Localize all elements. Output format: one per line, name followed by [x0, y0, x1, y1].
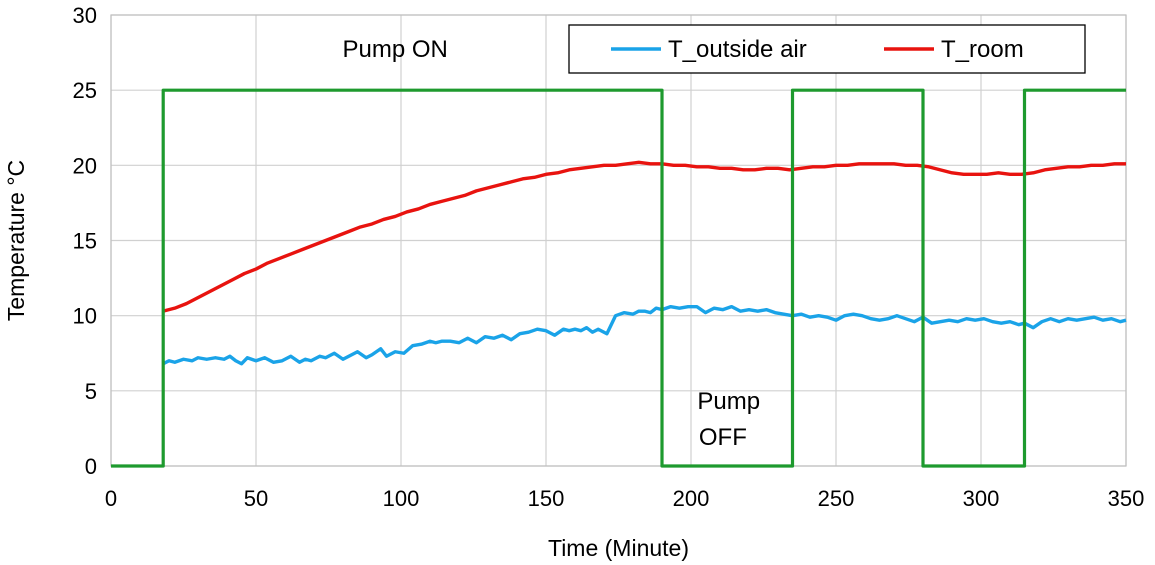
legend: T_outside air T_room: [568, 24, 1086, 74]
y-tick-label: 10: [73, 304, 97, 329]
annotation-label: Pump ON: [343, 36, 448, 63]
y-tick-label: 15: [73, 229, 97, 254]
x-tick-label: 250: [818, 486, 855, 511]
y-tick-label: 30: [73, 3, 97, 28]
series-line-t-outside-air: [162, 304, 1127, 366]
y-tick-label: 25: [73, 78, 97, 103]
plot-area: [110, 14, 1127, 467]
series-layer: [111, 88, 1127, 468]
annotation-label: OFF: [699, 424, 747, 451]
x-tick-label: 100: [383, 486, 420, 511]
x-axis-label: Time (Minute): [548, 535, 689, 561]
x-tick-label: 300: [963, 486, 1000, 511]
series-line-t-room: [162, 160, 1126, 313]
gridlines: [110, 14, 1127, 467]
x-tick-label: 200: [673, 486, 710, 511]
series-line-pump-status: [111, 88, 1126, 468]
y-tick-label: 20: [73, 153, 97, 178]
y-axis-label: Temperature °C: [3, 160, 29, 321]
legend-label: T_room: [941, 36, 1024, 63]
x-tick-label: 350: [1108, 486, 1145, 511]
x-tick-label: 0: [105, 486, 117, 511]
annotations: Pump ON Pump OFF: [343, 36, 761, 451]
y-tick-label: 0: [85, 454, 97, 479]
y-tick-label: 5: [85, 379, 97, 404]
x-tick-label: 50: [244, 486, 268, 511]
annotation-label: Pump: [697, 388, 760, 415]
legend-label: T_outside air: [668, 36, 807, 63]
x-tick-label: 150: [528, 486, 565, 511]
